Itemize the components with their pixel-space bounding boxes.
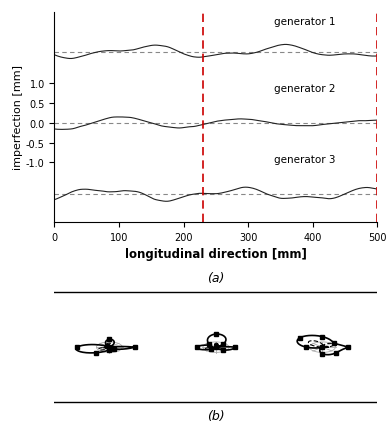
Text: generator 3: generator 3 [274, 155, 335, 165]
Text: generator 1: generator 1 [274, 17, 335, 27]
Text: generator 2: generator 2 [274, 84, 335, 94]
Text: (b): (b) [207, 409, 225, 422]
Text: (a): (a) [207, 271, 224, 284]
X-axis label: longitudinal direction [mm]: longitudinal direction [mm] [125, 248, 307, 261]
Y-axis label: imperfection [mm]: imperfection [mm] [13, 65, 23, 170]
